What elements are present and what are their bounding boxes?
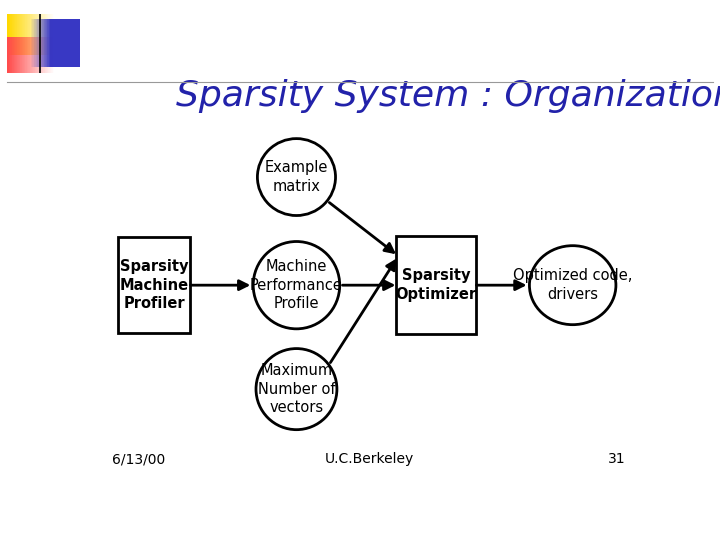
Text: U.C.Berkeley: U.C.Berkeley bbox=[325, 452, 413, 466]
Ellipse shape bbox=[258, 139, 336, 215]
Text: 31: 31 bbox=[608, 452, 626, 466]
FancyBboxPatch shape bbox=[395, 237, 477, 334]
Ellipse shape bbox=[256, 349, 337, 430]
Text: Example
matrix: Example matrix bbox=[265, 160, 328, 194]
Text: Sparsity System : Organization: Sparsity System : Organization bbox=[176, 79, 720, 113]
Ellipse shape bbox=[529, 246, 616, 325]
FancyBboxPatch shape bbox=[118, 238, 190, 333]
Text: Sparsity
Optimizer: Sparsity Optimizer bbox=[395, 268, 477, 302]
Text: Sparsity
Machine
Profiler: Sparsity Machine Profiler bbox=[120, 259, 189, 311]
Text: Optimized code,
drivers: Optimized code, drivers bbox=[513, 268, 632, 302]
Text: Machine
Performance
Profile: Machine Performance Profile bbox=[250, 259, 343, 311]
Ellipse shape bbox=[253, 241, 340, 329]
Text: Maximum
Number of
vectors: Maximum Number of vectors bbox=[258, 363, 336, 415]
Text: 6/13/00: 6/13/00 bbox=[112, 452, 166, 466]
